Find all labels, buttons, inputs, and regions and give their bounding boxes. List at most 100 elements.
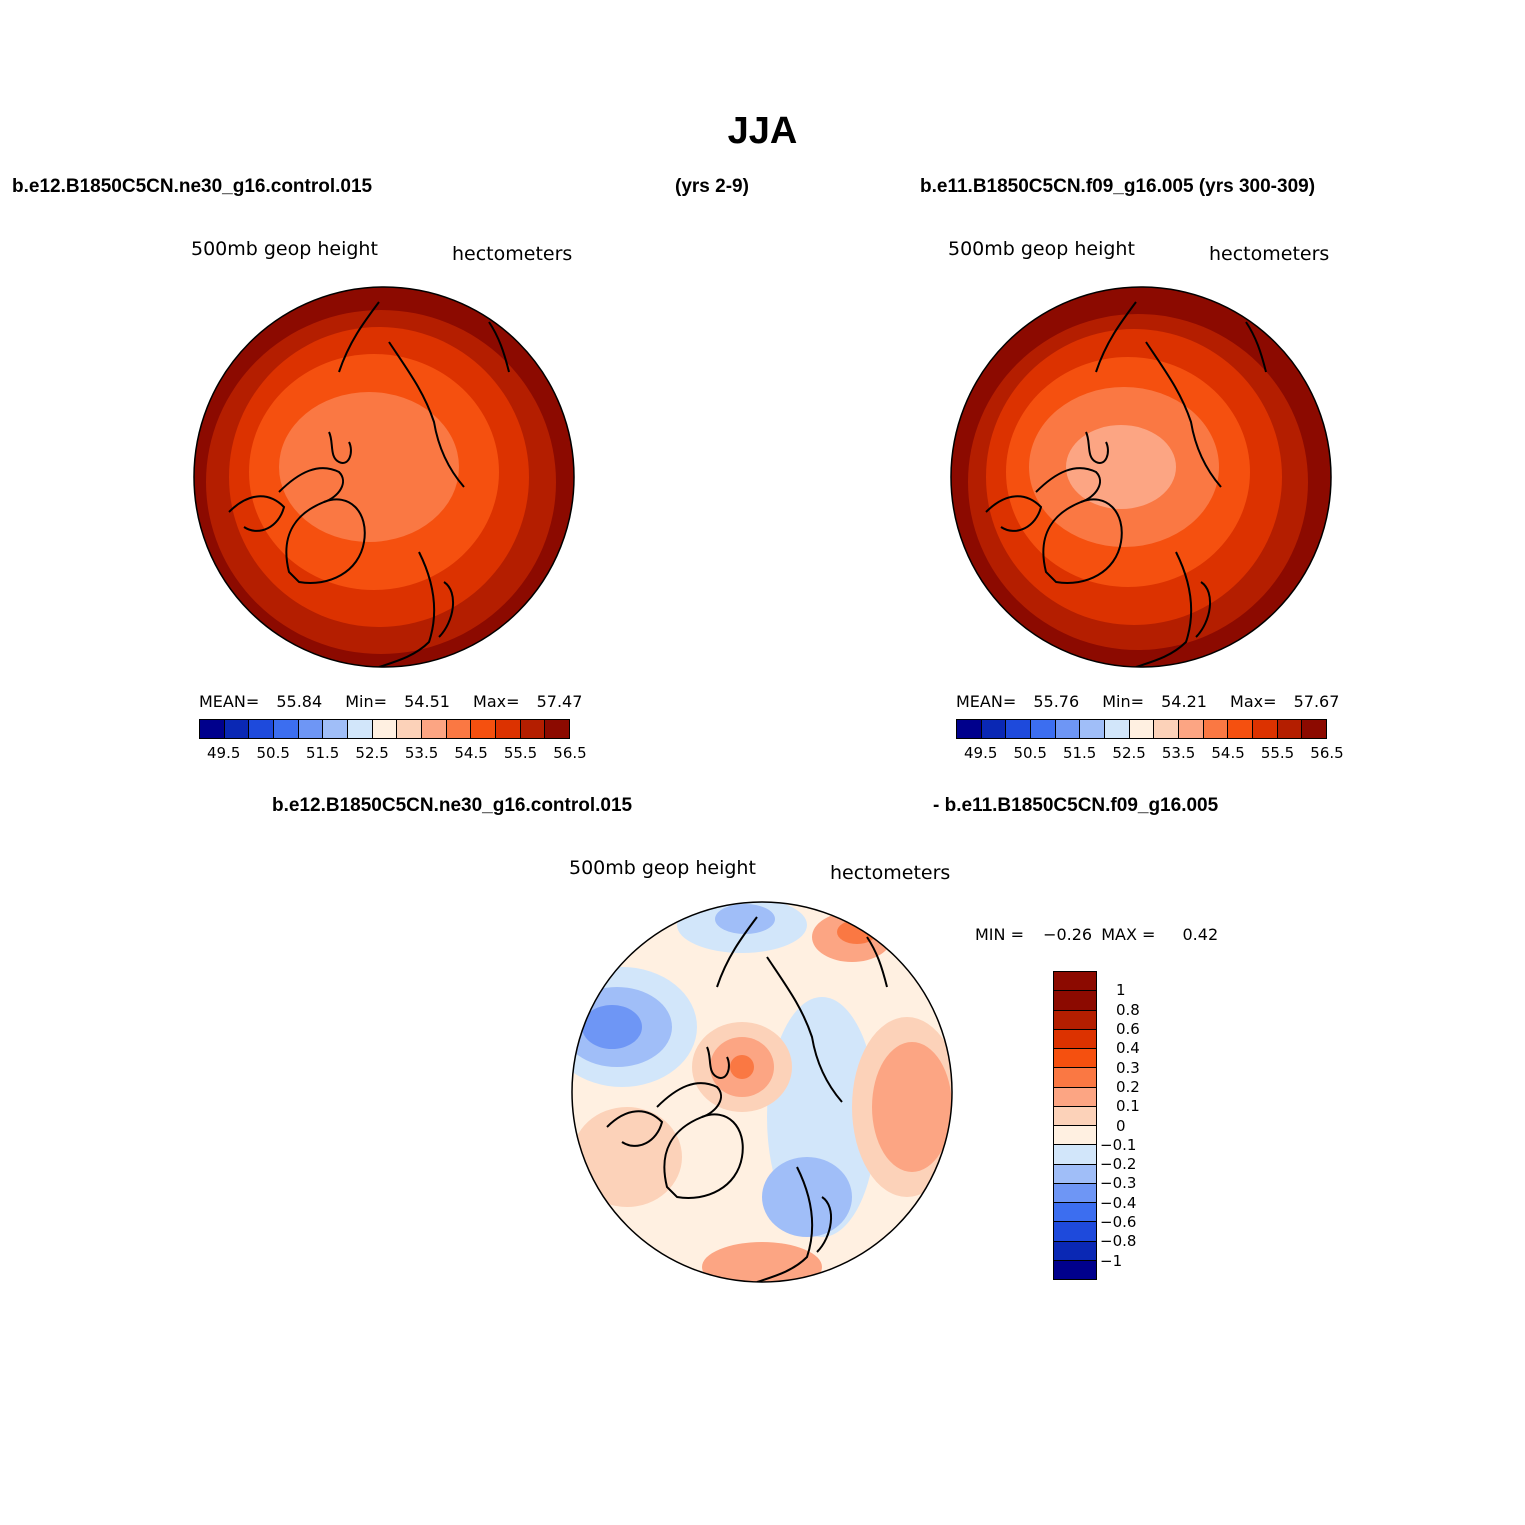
right-colorbar-tick-label: 50.5 [1013, 744, 1047, 762]
left-colorbar-tick-label: 53.5 [404, 744, 439, 762]
left-colorbar-swatch [446, 720, 472, 738]
case-title-left: b.e12.B1850C5CN.ne30_g16.control.015 [12, 176, 373, 197]
right-max-label: Max= [1230, 692, 1277, 711]
diff-neg-west-core [582, 1005, 642, 1049]
left-colorbar-swatch [348, 720, 373, 738]
diff-pos-ne-core [837, 920, 877, 944]
left-colorbar-swatch [471, 720, 497, 738]
left-colorbar-swatch [298, 720, 324, 738]
diff-colorbar-tick-label: −1 [1100, 1251, 1123, 1270]
left-colorbar-tick-label: 55.5 [503, 744, 538, 762]
diff-units-label: hectometers [830, 862, 951, 884]
left-colorbar-tick-label: 51.5 [305, 744, 340, 762]
diff-case-b: - b.e11.B1850C5CN.f09_g16.005 [933, 795, 1219, 816]
diff-pos-east-inner [872, 1042, 952, 1172]
left-variable-label: 500mb geop height [191, 238, 378, 260]
diff-neg-top-inner [715, 904, 775, 934]
right-colorbar-tick-label: 55.5 [1260, 744, 1295, 762]
right-mean-label: MEAN= [956, 692, 1017, 711]
left-colorbar-swatch [224, 720, 250, 738]
left-colorbar-swatch [422, 720, 447, 738]
left-colorbar-tick-label: 52.5 [355, 744, 389, 762]
right-colorbar-tick-label: 51.5 [1062, 744, 1097, 762]
diff-colorbar-swatch [1054, 1222, 1096, 1242]
diff-stats: MIN = −0.26 MAX = 0.42 [975, 925, 1218, 944]
diff-colorbar-swatch [1054, 1029, 1096, 1049]
right-colorbar-swatch [1253, 720, 1278, 738]
left-band-5 [279, 392, 459, 542]
page-title: JJA [727, 110, 798, 152]
right-colorbar-tick-label: 56.5 [1310, 744, 1344, 762]
diff-colorbar-swatch [1054, 1183, 1096, 1203]
left-stats: MEAN= 55.84 Min= 54.51 Max= 57.47 [199, 692, 582, 711]
right-colorbar-tick-label: 49.5 [964, 744, 998, 762]
diff-colorbar-tick-label: −0.8 [1100, 1232, 1137, 1251]
diff-min-value: −0.26 [1043, 925, 1093, 944]
right-colorbar-ticks: 49.5 50.5 51.5 52.5 53.5 54.5 55.5 56.5 [956, 744, 1344, 764]
right-colorbar-swatch [1129, 720, 1155, 738]
left-coastlines [228, 301, 510, 667]
diff-colorbar-swatch [1054, 1106, 1096, 1126]
diff-colorbar-tick-label: 0.8 [1116, 1000, 1140, 1019]
years-label: (yrs 2-9) [675, 176, 749, 197]
right-colorbar-swatch [1055, 720, 1081, 738]
right-colorbar-swatch [1105, 720, 1130, 738]
diff-colorbar-swatch [1054, 1164, 1096, 1184]
left-colorbar [199, 719, 570, 739]
diff-colorbar-tick-label: 0.1 [1116, 1097, 1140, 1116]
diff-case-a: b.e12.B1850C5CN.ne30_g16.control.015 [272, 795, 633, 816]
right-min-label: Min= [1102, 692, 1145, 711]
right-colorbar-tick-label: 53.5 [1161, 744, 1196, 762]
left-min-label: Min= [345, 692, 388, 711]
right-stats: MEAN= 55.76 Min= 54.21 Max= 57.67 [956, 692, 1339, 711]
diff-colorbar-tick-label: 0.4 [1116, 1039, 1140, 1058]
right-band-6 [1066, 425, 1176, 509]
right-colorbar-tick-label: 52.5 [1112, 744, 1146, 762]
diff-colorbar-swatch [1054, 1087, 1096, 1107]
diff-colorbar-ticks: 1 0.8 0.6 0.4 0.3 0.2 0.1 0 −0.1 −0.2 −0.3 −0.4 −0.6… [1100, 971, 1164, 1280]
left-colorbar-tick-label: 54.5 [454, 744, 488, 762]
case-title-right: b.e11.B1850C5CN.f09_g16.005 (yrs 300-309… [920, 176, 1316, 197]
right-colorbar-swatch [1302, 720, 1327, 738]
diff-coastlines [606, 916, 888, 1282]
right-colorbar-swatch [1277, 720, 1303, 738]
left-colorbar-swatch [496, 720, 521, 738]
left-max-value: 57.47 [536, 692, 583, 711]
left-max-label: Max= [473, 692, 520, 711]
diff-colorbar [1053, 971, 1097, 1280]
left-colorbar-swatch [397, 720, 423, 738]
diff-colorbar-tick-label: 0.3 [1116, 1058, 1140, 1077]
left-min-value: 54.51 [404, 692, 450, 711]
right-colorbar-swatch [1228, 720, 1254, 738]
right-colorbar [956, 719, 1327, 739]
right-colorbar-swatch [1203, 720, 1229, 738]
diff-colorbar-tick-label: 0.6 [1116, 1019, 1140, 1038]
diff-colorbar-swatch [1054, 1260, 1096, 1279]
right-max-value: 57.67 [1293, 692, 1340, 711]
right-colorbar-swatch [957, 720, 982, 738]
diff-colorbar-tick-label: 0.2 [1116, 1077, 1140, 1096]
left-colorbar-swatch [520, 720, 546, 738]
diff-colorbar-swatch [1054, 1145, 1096, 1165]
left-colorbar-swatch [323, 720, 349, 738]
diff-polar-map [571, 901, 953, 1283]
right-coastlines [985, 301, 1267, 667]
right-colorbar-swatch [981, 720, 1007, 738]
diff-colorbar-tick-label: 0 [1116, 1116, 1126, 1135]
left-mean-label: MEAN= [199, 692, 260, 711]
diff-pos-sw [572, 1107, 682, 1207]
diff-colorbar-tick-label: −0.3 [1100, 1174, 1137, 1193]
left-colorbar-swatch [200, 720, 225, 738]
left-colorbar-swatch [545, 720, 570, 738]
left-colorbar-tick-label: 49.5 [207, 744, 241, 762]
diff-pos-centre-core [730, 1055, 754, 1079]
right-units-label: hectometers [1209, 243, 1330, 265]
diff-colorbar-swatch [1054, 991, 1096, 1011]
diff-colorbar-swatch [1054, 1126, 1096, 1146]
left-colorbar-swatch [249, 720, 275, 738]
right-min-value: 54.21 [1161, 692, 1207, 711]
left-colorbar-tick-label: 56.5 [553, 744, 587, 762]
right-colorbar-swatch [1006, 720, 1032, 738]
right-colorbar-swatch [1179, 720, 1204, 738]
right-variable-label: 500mb geop height [948, 238, 1135, 260]
